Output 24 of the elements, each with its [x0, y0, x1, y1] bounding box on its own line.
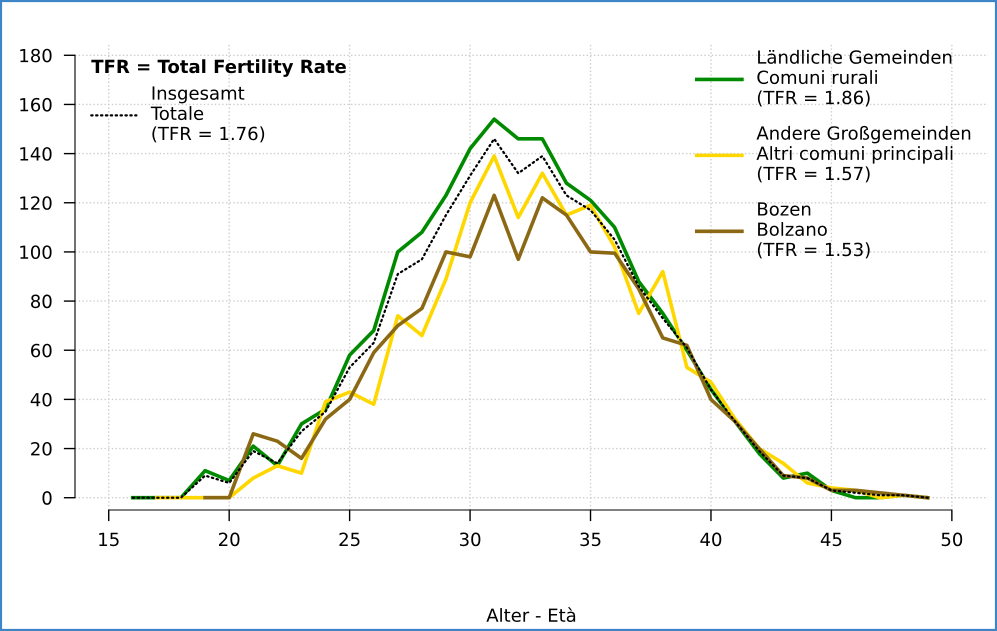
x-tick-label: 25 [339, 532, 360, 546]
legend-label: Bozen Bolzano (TFR = 1.53) [758, 202, 870, 258]
y-tick-label: 120 [20, 196, 52, 210]
x-tick-label: 45 [820, 532, 842, 546]
legend-label: Andere Großgemeinden Altri comuni principali (TFR = 1.57) [756, 126, 970, 182]
y-tick-label: 180 [20, 48, 52, 62]
y-tick-label: 160 [20, 98, 52, 112]
x-tick-label: 40 [700, 532, 722, 546]
x-axis-title: Alter - Età [486, 607, 576, 622]
y-tick-label: 80 [31, 294, 52, 308]
y-tick-label: 0 [42, 491, 52, 505]
x-tick-label: 30 [460, 532, 480, 546]
y-tick-label: 140 [20, 147, 52, 161]
y-tick-label: 100 [20, 245, 52, 260]
x-tick-label: 35 [580, 532, 600, 546]
legend-label: Insgesamt Totale (TFR = 1.76) [150, 86, 264, 142]
x-tick-label: 15 [99, 532, 119, 546]
legend-title: TFR = Total Fertility Rate [91, 59, 346, 77]
x-tick-label: 20 [219, 532, 240, 546]
legend-label: Ländliche Gemeinden Comuni rurali (TFR = 1.86) [757, 50, 952, 106]
x-tick-label: 50 [942, 532, 962, 546]
y-tick-label: 40 [30, 392, 52, 407]
y-tick-label: 20 [31, 442, 52, 456]
y-tick-label: 60 [31, 344, 52, 358]
